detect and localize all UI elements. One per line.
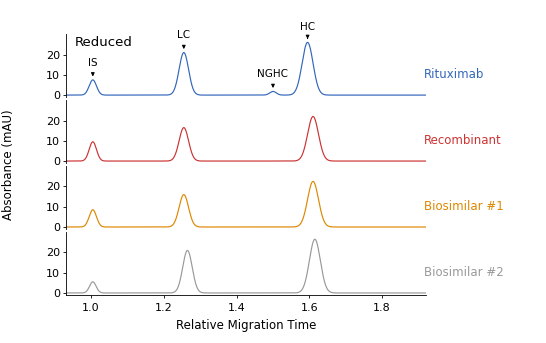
Text: HC: HC	[300, 22, 315, 38]
Text: Recombinant: Recombinant	[424, 134, 502, 147]
Text: Biosimilar #1: Biosimilar #1	[424, 200, 504, 213]
Text: Rituximab: Rituximab	[424, 68, 484, 81]
Text: IS: IS	[88, 58, 98, 75]
Text: Absorbance (mAU): Absorbance (mAU)	[2, 109, 15, 220]
Text: Reduced: Reduced	[75, 36, 133, 49]
Text: Biosimilar #2: Biosimilar #2	[424, 266, 504, 279]
X-axis label: Relative Migration Time: Relative Migration Time	[175, 319, 316, 332]
Text: NGHC: NGHC	[258, 69, 288, 87]
Text: LC: LC	[177, 31, 191, 48]
